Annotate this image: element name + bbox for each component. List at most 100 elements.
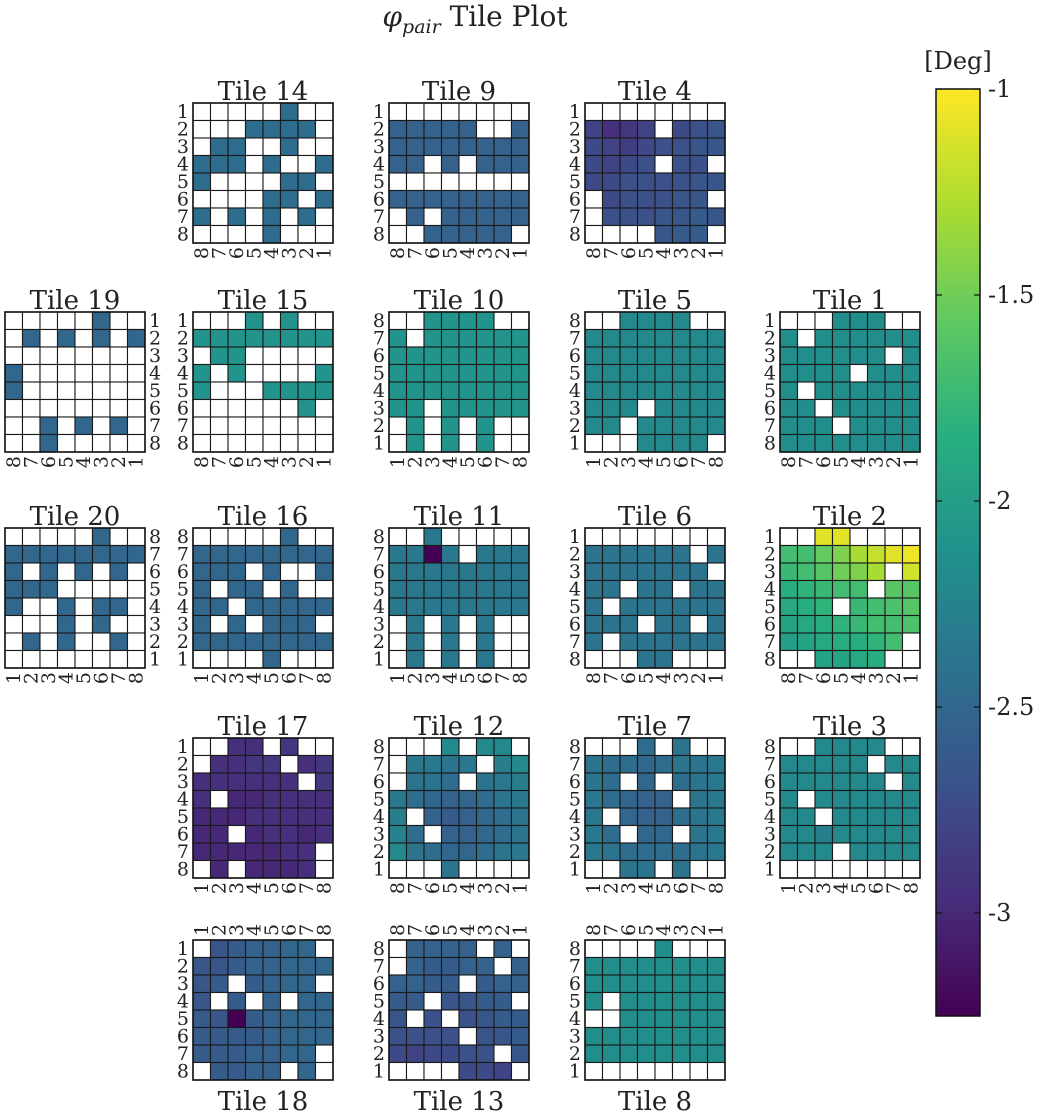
empty-cell	[636, 224, 656, 244]
empty-cell	[279, 224, 299, 244]
row-label: 4	[569, 806, 581, 828]
data-cell	[297, 991, 317, 1011]
tile-frame	[779, 527, 921, 669]
col-label: 3	[670, 247, 692, 259]
empty-cell	[314, 939, 334, 959]
data-cell	[405, 754, 425, 774]
empty-cell	[227, 597, 247, 617]
data-cell	[475, 1009, 495, 1029]
col-label: 7	[296, 882, 318, 894]
empty-cell	[297, 562, 317, 582]
data-cell	[671, 632, 691, 652]
data-cell	[493, 1026, 513, 1046]
data-cell	[440, 772, 460, 792]
data-cell	[91, 614, 111, 634]
row-label: 8	[373, 938, 385, 960]
data-cell	[901, 807, 921, 827]
empty-cell	[388, 956, 408, 976]
data-cell	[814, 346, 834, 366]
col-label: 2	[492, 882, 514, 894]
row-label: 5	[177, 806, 189, 828]
col-label: 4	[439, 456, 461, 468]
row-label: 8	[373, 736, 385, 758]
data-cell	[601, 328, 621, 348]
col-label: 6	[618, 924, 640, 936]
col-label: 2	[795, 882, 817, 894]
data-cell	[796, 579, 816, 599]
data-cell	[796, 842, 816, 862]
data-cell	[779, 807, 799, 827]
data-cell	[706, 381, 726, 401]
row-label: 1	[373, 858, 385, 880]
row-label: 7	[569, 955, 581, 977]
col-label: 3	[474, 882, 496, 894]
empty-cell	[388, 416, 408, 436]
data-cell	[493, 991, 513, 1011]
data-cell	[405, 544, 425, 564]
data-cell	[654, 381, 674, 401]
data-cell	[262, 381, 282, 401]
col-label: 7	[688, 456, 710, 468]
data-cell	[297, 1009, 317, 1029]
row-label: 1	[569, 432, 581, 454]
row-label: 2	[373, 841, 385, 863]
data-cell	[831, 824, 851, 844]
data-cell	[671, 433, 691, 453]
data-cell	[706, 207, 726, 227]
data-cell	[671, 974, 691, 994]
col-label: 1	[387, 672, 409, 684]
data-cell	[779, 772, 799, 792]
empty-cell	[279, 207, 299, 227]
data-cell	[636, 189, 656, 209]
col-label: 2	[688, 924, 710, 936]
col-label: 1	[191, 924, 213, 936]
data-cell	[796, 433, 816, 453]
data-cell	[601, 119, 621, 139]
row-label: 3	[764, 345, 776, 367]
empty-cell	[244, 224, 264, 244]
col-label: 7	[795, 672, 817, 684]
data-cell	[636, 991, 656, 1011]
data-cell	[262, 807, 282, 827]
col-label: 8	[583, 247, 605, 259]
data-cell	[706, 328, 726, 348]
empty-cell	[21, 346, 41, 366]
data-cell	[297, 1044, 317, 1064]
row-label: 6	[569, 973, 581, 995]
data-cell	[584, 754, 604, 774]
data-cell	[601, 772, 621, 792]
empty-cell	[192, 311, 212, 331]
data-cell	[671, 1026, 691, 1046]
row-label: 3	[569, 136, 581, 158]
data-cell	[796, 562, 816, 582]
data-cell	[244, 579, 264, 599]
empty-cell	[227, 224, 247, 244]
data-cell	[91, 544, 111, 564]
data-cell	[584, 824, 604, 844]
data-cell	[314, 328, 334, 348]
data-cell	[654, 632, 674, 652]
data-cell	[779, 614, 799, 634]
data-cell	[440, 363, 460, 383]
data-cell	[510, 346, 530, 366]
data-cell	[654, 328, 674, 348]
data-cell	[901, 416, 921, 436]
col-label: 4	[457, 247, 479, 259]
data-cell	[405, 398, 425, 418]
data-cell	[440, 137, 460, 157]
empty-cell	[314, 614, 334, 634]
colorbar-tick-label: -2.5	[988, 693, 1034, 721]
empty-cell	[314, 224, 334, 244]
empty-cell	[21, 363, 41, 383]
data-cell	[796, 363, 816, 383]
empty-cell	[4, 632, 24, 652]
data-cell	[262, 649, 282, 669]
data-cell	[244, 1044, 264, 1064]
data-cell	[796, 632, 816, 652]
empty-cell	[423, 416, 443, 436]
row-label: 1	[569, 858, 581, 880]
data-cell	[262, 119, 282, 139]
data-cell	[192, 1009, 212, 1029]
data-cell	[314, 562, 334, 582]
data-cell	[636, 1044, 656, 1064]
